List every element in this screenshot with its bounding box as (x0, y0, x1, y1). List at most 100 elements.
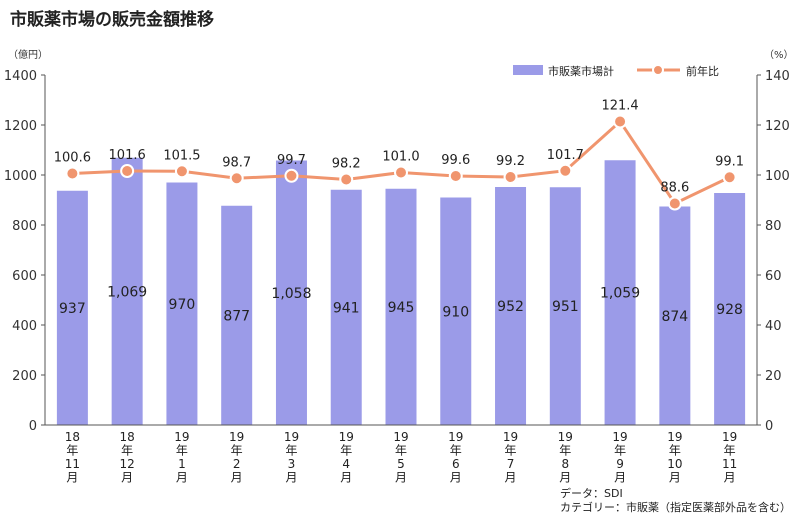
line-value-label: 99.6 (441, 153, 470, 168)
line-value-label: 101.0 (382, 150, 419, 165)
legend: 市販薬市場計 前年比 (513, 64, 719, 78)
bar (659, 206, 691, 425)
line-value-label: 101.5 (163, 148, 200, 163)
bar (604, 160, 636, 425)
left-tick-label: 800 (12, 219, 37, 234)
x-tick-label: 18 年 11 月 (65, 430, 80, 485)
legend-line-marker (652, 64, 664, 76)
bar (495, 187, 527, 425)
line-point (503, 170, 518, 184)
right-tick-label: 100 (765, 169, 790, 184)
line-value-label: 121.4 (601, 99, 638, 114)
left-tick-label: 400 (12, 319, 37, 334)
line-value-label: 98.7 (222, 155, 251, 170)
legend-bar-swatch (513, 65, 543, 75)
x-tick-label: 19 年 4 月 (339, 430, 354, 485)
left-tick-label: 200 (12, 369, 37, 384)
right-tick-label: 60 (765, 269, 782, 284)
bar-value-label: 1,058 (271, 286, 311, 302)
x-tick-label: 19 年 10 月 (667, 430, 682, 485)
source-category: カテゴリー：市販薬（指定医薬部外品を含む） (560, 500, 791, 514)
line-series (65, 114, 737, 211)
left-tick-label: 600 (12, 269, 37, 284)
line-value-label: 101.7 (547, 148, 584, 163)
x-axis-labels: 18 年 11 月 18 年 12 月 19 年 1 月 19 年 2 月 19 年 3 月 19 年 4 月 19 年 5 月 19 年… (65, 430, 738, 485)
bar-value-label: 945 (388, 300, 415, 316)
bar-value-label: 970 (169, 297, 196, 313)
right-tick-label: 120 (765, 119, 790, 134)
bar-value-label: 928 (716, 302, 743, 318)
bar-labels: 937 1,069 970 877 1,058 941 945 910 952 951 1,059 8… (59, 284, 743, 324)
bar-value-label: 874 (661, 309, 688, 325)
bar-value-label: 952 (497, 299, 524, 315)
x-tick-label: 19 年 7 月 (503, 430, 518, 485)
line-value-label: 99.2 (496, 154, 525, 169)
source-data: データ：SDI (560, 486, 623, 500)
left-tick-label: 1200 (4, 119, 37, 134)
bar (549, 187, 581, 425)
bar (714, 193, 746, 425)
left-axis-unit: （億円） (8, 48, 48, 61)
right-tick-label: 40 (765, 319, 782, 334)
x-tick-label: 19 年 3 月 (284, 430, 299, 485)
x-tick-label: 18 年 12 月 (120, 430, 135, 485)
bar (56, 190, 88, 425)
axes (44, 75, 758, 426)
x-tick-label: 19 年 6 月 (448, 430, 463, 485)
line-value-label: 101.6 (109, 148, 146, 163)
line-point (65, 166, 80, 181)
line-value-label: 88.6 (660, 181, 689, 196)
x-tick-label: 19 年 9 月 (612, 430, 627, 485)
bar (440, 197, 472, 425)
legend-line-label: 前年比 (686, 64, 719, 78)
right-tick-label: 0 (765, 419, 773, 434)
line-point (229, 171, 244, 186)
line-value-label: 100.6 (54, 151, 91, 166)
right-tick-label: 20 (765, 369, 782, 384)
bar-value-label: 910 (442, 304, 469, 320)
line-point (120, 164, 135, 178)
left-axis: 0 200 400 600 800 1000 1200 1400 (4, 69, 45, 434)
left-tick-label: 1400 (4, 69, 37, 84)
line-point (284, 168, 299, 183)
bar (111, 157, 143, 425)
bar (166, 182, 198, 425)
line-point (174, 164, 189, 179)
bar-value-label: 877 (223, 308, 250, 324)
chart-title: 市販薬市場の販売金額推移 (10, 9, 214, 30)
bar-value-label: 951 (552, 299, 579, 315)
bar (330, 189, 362, 425)
legend-bar-label: 市販薬市場計 (548, 64, 614, 78)
right-axis: 0 20 40 60 80 100 120 140 (757, 69, 790, 434)
line-point (558, 163, 573, 178)
bar (275, 160, 307, 425)
bar (221, 205, 253, 425)
bar-value-label: 941 (333, 300, 360, 316)
line-labels: 100.6 101.6 101.5 98.7 99.7 98.2 101.0 99.6 99.2… (54, 99, 744, 196)
line-point (722, 170, 737, 185)
line-value-label: 98.2 (332, 157, 361, 172)
right-tick-label: 80 (765, 219, 782, 234)
line-point (394, 165, 408, 180)
x-tick-label: 19 年 11 月 (722, 430, 737, 485)
left-tick-label: 1000 (4, 169, 37, 184)
x-tick-label: 19 年 2 月 (229, 430, 244, 485)
line-point (613, 114, 628, 129)
line-point (448, 169, 463, 183)
bar (385, 188, 417, 425)
line-value-label: 99.7 (277, 153, 306, 168)
line-value-label: 99.1 (715, 154, 744, 169)
bar-series (56, 157, 746, 425)
x-tick-label: 19 年 5 月 (393, 430, 408, 485)
left-tick-label: 0 (29, 419, 37, 434)
x-tick-label: 19 年 8 月 (558, 430, 573, 485)
x-tick-label: 19 年 1 月 (174, 430, 189, 485)
bar-value-label: 937 (59, 301, 86, 317)
line-point (339, 172, 354, 187)
right-axis-unit: （%） (764, 49, 794, 61)
bar-value-label: 1,069 (107, 284, 147, 300)
right-tick-label: 140 (765, 69, 790, 84)
line-point (667, 196, 682, 211)
bar-value-label: 1,059 (600, 286, 640, 302)
